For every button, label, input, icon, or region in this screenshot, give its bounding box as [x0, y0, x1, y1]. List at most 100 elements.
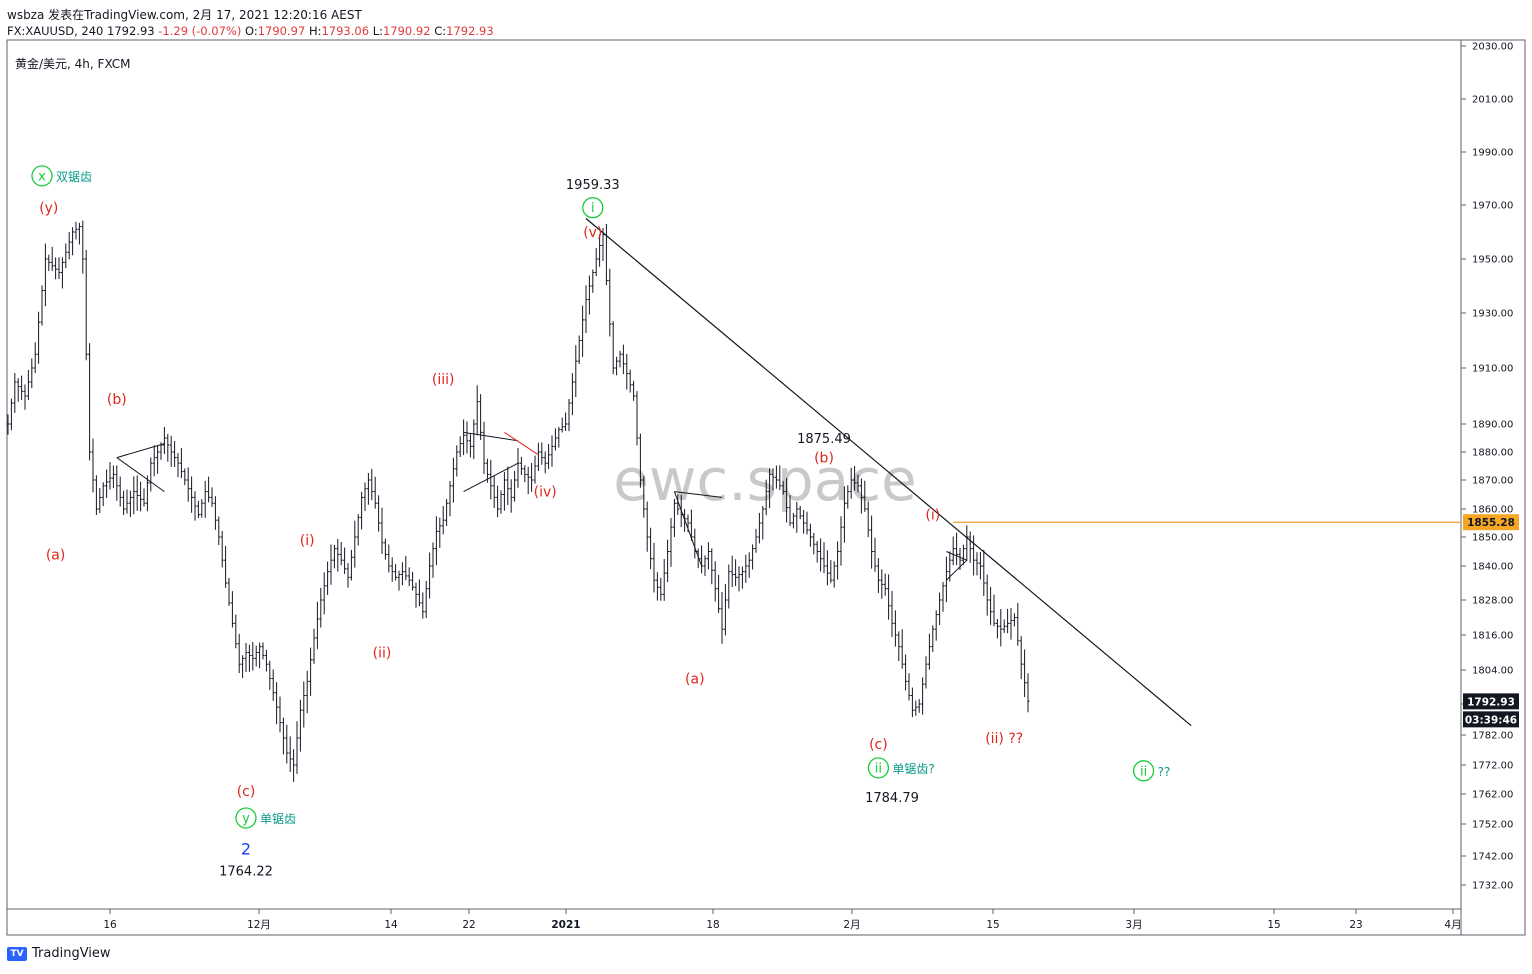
ohlc-bar: [108, 461, 112, 490]
ohlc-bar: [513, 471, 517, 502]
pattern-line: [463, 462, 519, 493]
ohlc-bar: [94, 475, 98, 515]
wave-label: ii 单锯齿?: [867, 757, 935, 779]
x-tick-label: 23: [1349, 919, 1362, 931]
ohlc-bar: [859, 478, 863, 514]
ohlc-bar: [951, 536, 955, 566]
wave-text: 1875.49: [797, 432, 851, 447]
ohlc-bar: [98, 487, 102, 514]
x-tick-label: 3月: [1125, 919, 1142, 931]
ohlc-bar: [281, 717, 285, 755]
ohlc-bar: [536, 442, 540, 471]
open-label: O:: [244, 24, 258, 38]
ohlc-bar: [866, 501, 870, 538]
ohlc-bar: [734, 559, 738, 587]
ohlc-bar: [832, 561, 836, 588]
ohlc-bar: [968, 531, 972, 563]
y-tick-label: 2030.00: [1472, 42, 1513, 53]
ohlc-bar: [1002, 619, 1006, 633]
ohlc-bar: [455, 445, 459, 477]
tradingview-brand[interactable]: TV TradingView: [7, 946, 111, 961]
wave-note: 单锯齿?: [892, 761, 934, 776]
ohlc-bar: [6, 414, 10, 435]
ohlc-bar: [387, 544, 391, 573]
ohlc-bar: [210, 487, 214, 507]
ohlc-bar: [417, 579, 421, 607]
wave-text: y: [242, 812, 250, 827]
wave-text: (i): [925, 508, 940, 524]
ohlc-bar: [13, 372, 17, 413]
wave-text: (a): [46, 547, 66, 563]
wave-label: (i): [925, 508, 940, 524]
ohlc-bar: [598, 234, 602, 267]
ohlc-bar: [900, 629, 904, 669]
ohlc-bar: [819, 538, 823, 572]
ohlc-bar: [264, 649, 268, 672]
wave-label: (v): [583, 225, 602, 241]
ohlc-bar: [927, 633, 931, 670]
ohlc-bar: [883, 573, 887, 596]
ohlc-bar: [652, 542, 656, 593]
ohlc-bar: [662, 559, 666, 601]
ohlc-bar: [448, 480, 452, 517]
publish-line: wsbza 发表在TradingView.com, 2月 17, 2021 12…: [7, 8, 362, 22]
ohlc-bar: [404, 555, 408, 581]
ohlc-bar: [397, 570, 401, 591]
ohlc-bar: [275, 682, 279, 725]
wave-text: 1784.79: [865, 791, 919, 806]
ohlc-bar: [458, 436, 462, 458]
price-axis[interactable]: 2030.00 2010.00 1990.00 1970.00 1950.00 1930.…: [1461, 42, 1513, 892]
ohlc-bar: [496, 485, 500, 518]
ohlc-bar: [261, 642, 265, 660]
x-tick-label: 2021: [551, 919, 580, 931]
ohlc-bar: [125, 489, 129, 514]
ohlc-bar: [315, 601, 319, 649]
ohlc-bar: [931, 625, 935, 652]
ohlc-bar: [720, 591, 724, 644]
ohlc-bar: [604, 223, 608, 286]
ohlc-bar: [74, 221, 78, 240]
ohlc-bar: [241, 655, 245, 678]
ohlc-bar: [247, 644, 251, 672]
ohlc-bar: [781, 480, 785, 495]
ohlc-bar: [812, 532, 816, 555]
wave-label: (b): [814, 451, 834, 467]
current-price-tag-bg: [1463, 693, 1519, 710]
ohlc-bar: [519, 456, 523, 476]
ohlc-bar: [625, 353, 629, 390]
pattern-line: [946, 551, 967, 561]
ohlc-bar: [989, 586, 993, 625]
ohlc-bar: [737, 566, 741, 592]
ohlc-bar: [377, 495, 381, 532]
ohlc-bar: [217, 516, 221, 546]
ohlc-bar: [152, 445, 156, 477]
ohlc-bar: [475, 385, 479, 436]
ohlc-bar: [128, 490, 132, 517]
time-axis[interactable]: 16 12月 14 22 2021 18 2月 15 3月 15 23 4月: [103, 909, 1462, 931]
ohlc-bar: [839, 516, 843, 566]
ohlc-bar: [118, 476, 122, 507]
pattern-line: [674, 491, 723, 498]
wave-text: (c): [237, 784, 256, 800]
ohlc-bar: [547, 444, 551, 470]
wave-label: 1875.49: [797, 432, 851, 447]
ohlc-bar: [972, 535, 976, 576]
ohlc-bar: [700, 545, 704, 574]
wave-circle: [1132, 760, 1155, 782]
ohlc-bar: [873, 537, 877, 572]
ohlc-bar: [581, 305, 585, 357]
y-tick-label: 1860.00: [1472, 505, 1513, 516]
wave-text: (c): [869, 737, 888, 753]
ohlc-bar: [499, 490, 503, 514]
ohlc-bar: [332, 544, 336, 569]
ohlc-bar: [805, 511, 809, 535]
ohlc-bar: [655, 572, 659, 601]
ohlc-bar: [71, 227, 75, 256]
ohlc-bar: [411, 571, 415, 591]
y-tick-label: 1816.00: [1472, 631, 1513, 642]
ohlc-bar: [47, 254, 51, 272]
ohlc-bar: [615, 356, 619, 376]
ohlc-bar: [244, 643, 248, 672]
wave-text: x: [38, 169, 46, 184]
